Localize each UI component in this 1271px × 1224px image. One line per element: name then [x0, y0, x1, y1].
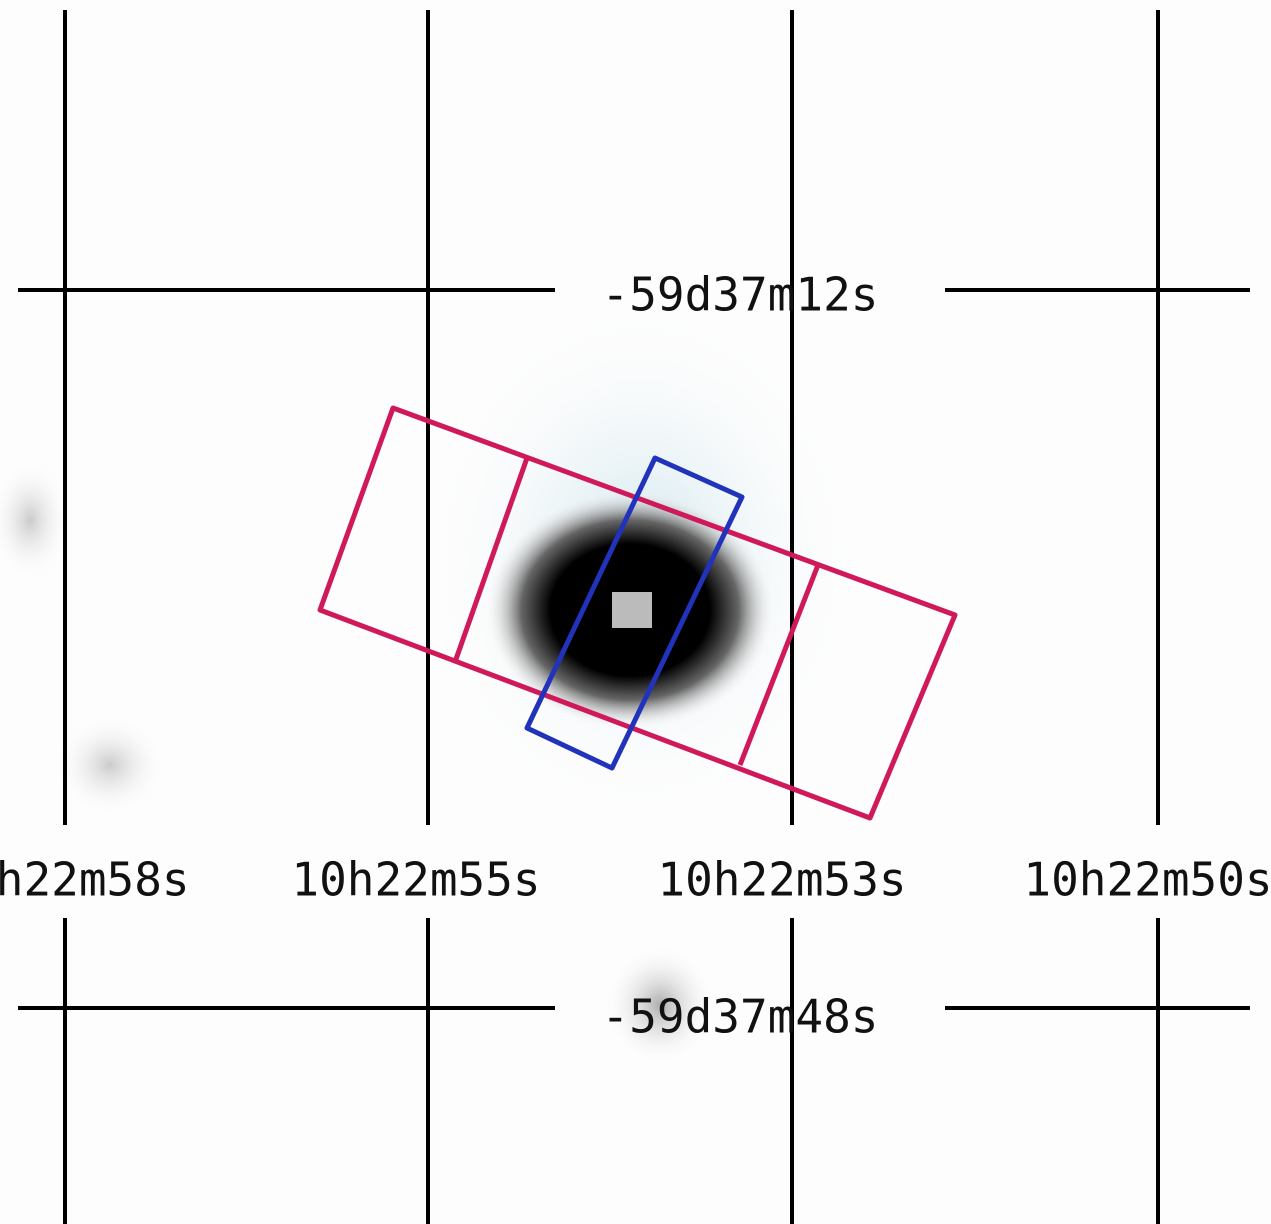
sky-image: -59d37m12s -59d37m48s 10h22m58s 10h22m55… — [0, 0, 1271, 1224]
ra-label: 10h22m50s — [1023, 853, 1271, 907]
ra-label: 10h22m53s — [657, 853, 906, 907]
dec-label: -59d37m48s — [602, 990, 879, 1044]
source-core — [612, 592, 652, 628]
ra-label: 10h22m58s — [0, 853, 190, 907]
ra-label: 10h22m55s — [291, 853, 540, 907]
faint-source — [55, 715, 165, 815]
faint-source — [0, 460, 70, 580]
dec-label: -59d37m12s — [602, 268, 879, 322]
